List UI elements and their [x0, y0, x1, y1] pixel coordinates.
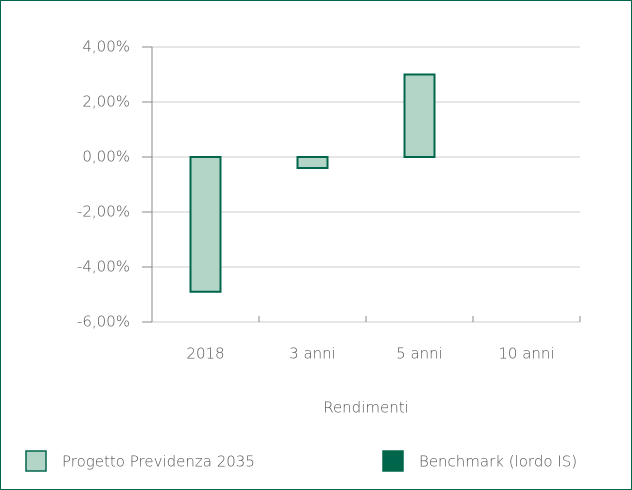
y-tick-label: -6,00% — [77, 313, 130, 331]
bar — [189, 156, 222, 293]
x-tick-label: 2018 — [186, 345, 224, 363]
legend-label: Progetto Previdenza 2035 — [62, 453, 255, 471]
y-tick-label: 4,00% — [82, 38, 130, 56]
legend-label: Benchmark (lordo IS) — [419, 453, 577, 471]
x-tick-label: 3 anni — [289, 345, 336, 363]
x-tick-label: 5 anni — [396, 345, 443, 363]
y-tick-label: -2,00% — [77, 203, 130, 221]
y-tick-label: -4,00% — [77, 258, 130, 276]
bar — [296, 156, 329, 169]
legend-swatch — [25, 450, 47, 472]
y-tick-label: 2,00% — [82, 93, 130, 111]
x-tick-label: 10 anni — [498, 345, 554, 363]
bar — [403, 73, 436, 158]
y-tick-label: 0,00% — [82, 148, 130, 166]
legend-swatch — [382, 450, 404, 472]
x-axis-title: Rendimenti — [323, 399, 409, 417]
